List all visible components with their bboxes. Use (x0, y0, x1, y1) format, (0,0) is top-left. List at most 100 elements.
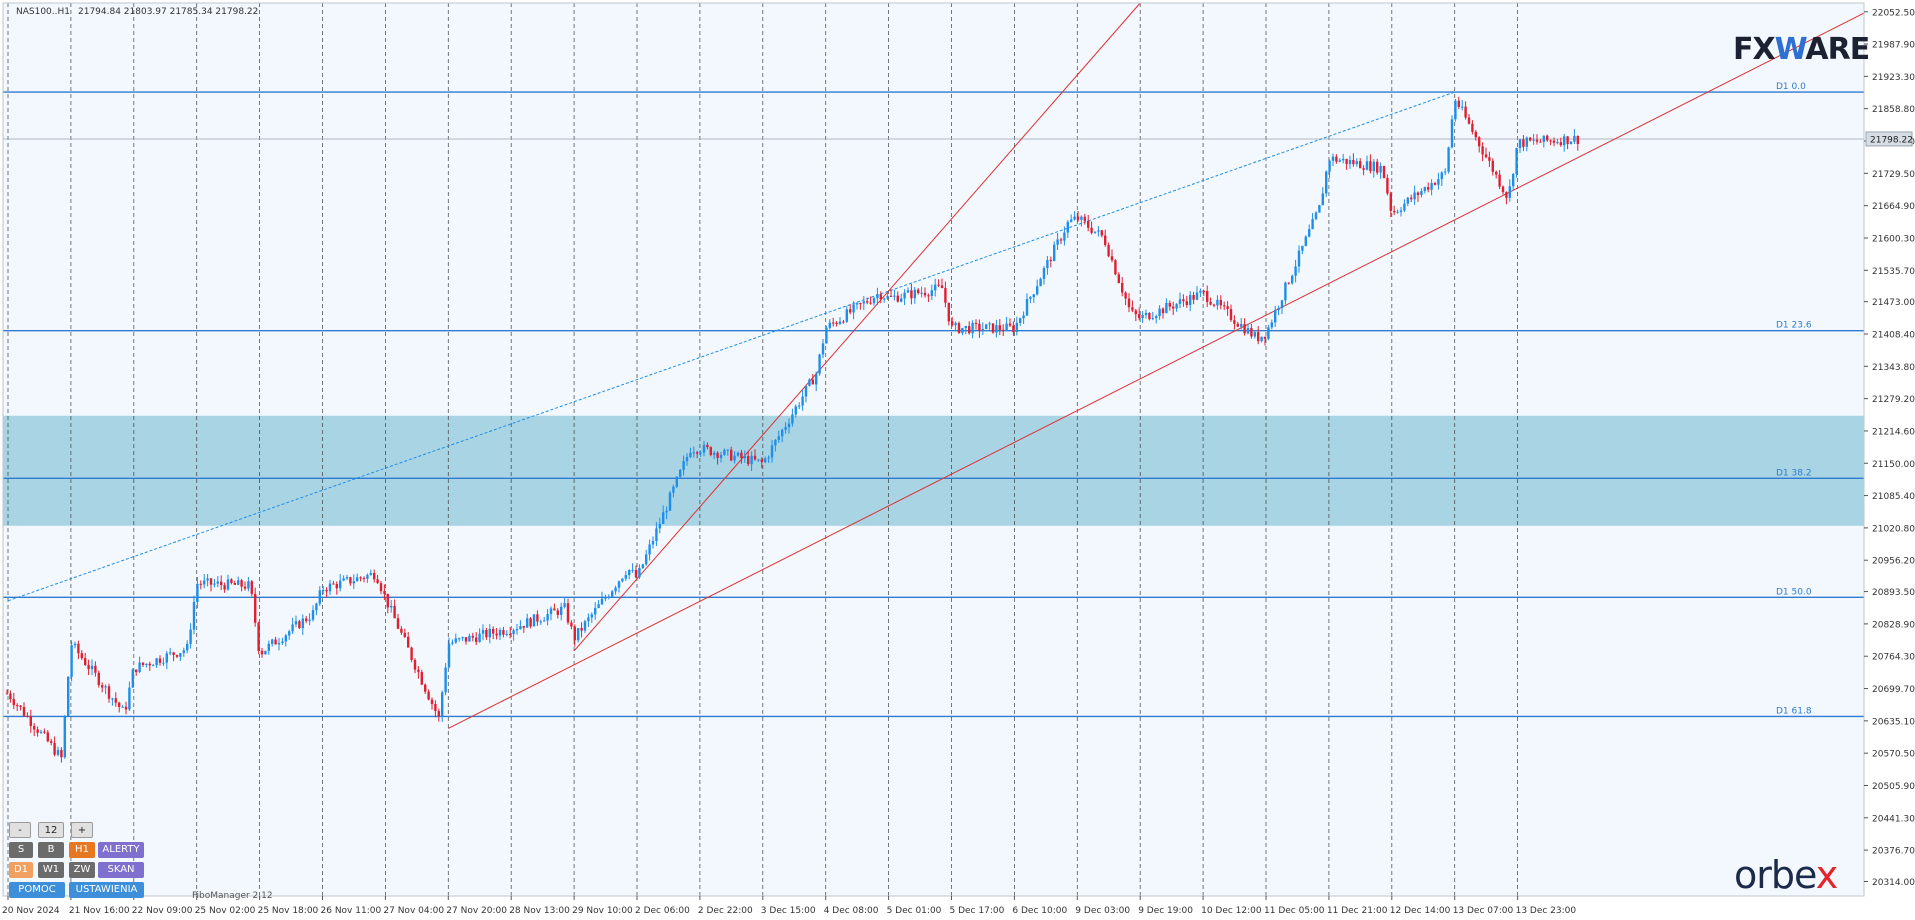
candle-bull (1063, 232, 1066, 241)
candle-bull (1080, 216, 1083, 220)
s-button[interactable]: S (9, 842, 33, 858)
candle-bull (1270, 322, 1273, 328)
skan-button[interactable]: SKAN (98, 862, 144, 878)
candle-bull (679, 469, 682, 477)
x-tick-label: 11 Dec 05:00 (1264, 906, 1325, 916)
candle-bear (1481, 146, 1484, 155)
candle-bear (753, 455, 757, 460)
candle-bear (879, 294, 882, 300)
x-tick-label: 11 Dec 21:00 (1327, 906, 1388, 916)
candle-bear (376, 579, 379, 584)
decrease-button[interactable]: - (9, 822, 31, 838)
candle-bull (311, 610, 315, 620)
candle-bear (495, 633, 498, 636)
candle-bear (842, 321, 845, 323)
candle-bear (1352, 159, 1355, 165)
candle-bull (390, 605, 393, 608)
candle-bull (1399, 210, 1403, 212)
candle-bull (90, 665, 94, 670)
candle-bear (1124, 292, 1127, 299)
candle-bull (658, 523, 661, 529)
candle-bull (757, 459, 760, 461)
y-tick-label: 21473.00 (1872, 298, 1915, 308)
candle-bull (543, 620, 546, 622)
candle-bear (1104, 235, 1107, 245)
candle-bear (849, 309, 852, 313)
candle-bull (624, 575, 627, 579)
candle-bull (1396, 211, 1399, 213)
candle-bear (1223, 305, 1226, 307)
candle-bear (379, 583, 383, 592)
d1-button[interactable]: D1 (9, 862, 33, 878)
candle-bull (366, 574, 369, 579)
alerty-button[interactable]: ALERTY (98, 842, 144, 858)
fxware-logo-right: ARE (1805, 32, 1870, 67)
candle-bear (509, 633, 512, 635)
candle-bull (1066, 221, 1069, 233)
candle-bull (1070, 219, 1073, 222)
x-tick-label: 2 Dec 06:00 (635, 906, 690, 916)
candle-bull (1563, 136, 1566, 146)
y-tick-label: 21150.00 (1872, 460, 1915, 470)
candle-bull (369, 572, 372, 575)
candle-bull (954, 323, 957, 326)
candle-bull (886, 295, 889, 299)
candle-bear (1576, 135, 1579, 144)
candle-bear (1478, 137, 1481, 147)
candle-bear (570, 622, 573, 627)
value-field[interactable]: 12 (38, 822, 64, 838)
candle-bull (764, 458, 767, 463)
candle-bear (19, 705, 22, 707)
candle-bear (199, 583, 202, 585)
candle-bear (50, 741, 53, 743)
candle-bear (937, 284, 940, 286)
candle-bull (750, 455, 753, 465)
w1-button[interactable]: W1 (38, 862, 64, 878)
candle-bull (1413, 192, 1416, 200)
zw-button[interactable]: ZW (69, 862, 95, 878)
ustawienia-button[interactable]: USTAWIENIA (69, 882, 144, 898)
candle-bear (1393, 210, 1396, 213)
candle-bear (747, 456, 750, 465)
candle-bear (1209, 301, 1212, 305)
pomoc-button[interactable]: POMOC (9, 882, 65, 898)
candle-bear (26, 715, 29, 717)
candle-bull (216, 581, 219, 584)
candle-bear (1559, 142, 1562, 146)
candle-bull (339, 580, 342, 589)
candle-bull (73, 643, 77, 646)
candle-bear (529, 618, 532, 627)
y-tick-label: 20956.20 (1872, 557, 1915, 567)
candle-bull (1297, 250, 1301, 267)
h1-button[interactable]: H1 (69, 842, 95, 858)
trendline-layer (7, 2, 1865, 729)
candle-bear (696, 452, 699, 454)
candle-bull (39, 731, 43, 733)
candle-bull (481, 629, 485, 634)
candle-bull (1430, 183, 1433, 190)
candle-bull (988, 323, 991, 325)
candle-bull (63, 716, 66, 758)
y-tick-label: 20505.90 (1872, 782, 1915, 792)
y-tick-label: 20441.30 (1872, 814, 1915, 824)
x-tick-label: 13 Dec 07:00 (1453, 906, 1514, 916)
candle-bear (1376, 161, 1379, 173)
candle-bull (128, 687, 131, 710)
candle-bear (1148, 312, 1151, 320)
x-tick-label: 26 Nov 11:00 (321, 906, 382, 916)
candle-bull (1216, 299, 1219, 306)
candle-bear (1083, 216, 1086, 221)
candle-bull (1308, 229, 1311, 237)
candle-bear (1127, 298, 1131, 308)
candle-bear (46, 732, 49, 742)
candle-bear (437, 711, 440, 717)
candle-layer (5, 96, 1579, 763)
b-button[interactable]: B (38, 842, 64, 858)
y-tick-label: 20314.00 (1872, 878, 1915, 888)
candle-bull (604, 597, 607, 599)
candle-bull (196, 583, 199, 602)
candle-bear (260, 650, 264, 655)
increase-button[interactable]: + (71, 822, 93, 838)
